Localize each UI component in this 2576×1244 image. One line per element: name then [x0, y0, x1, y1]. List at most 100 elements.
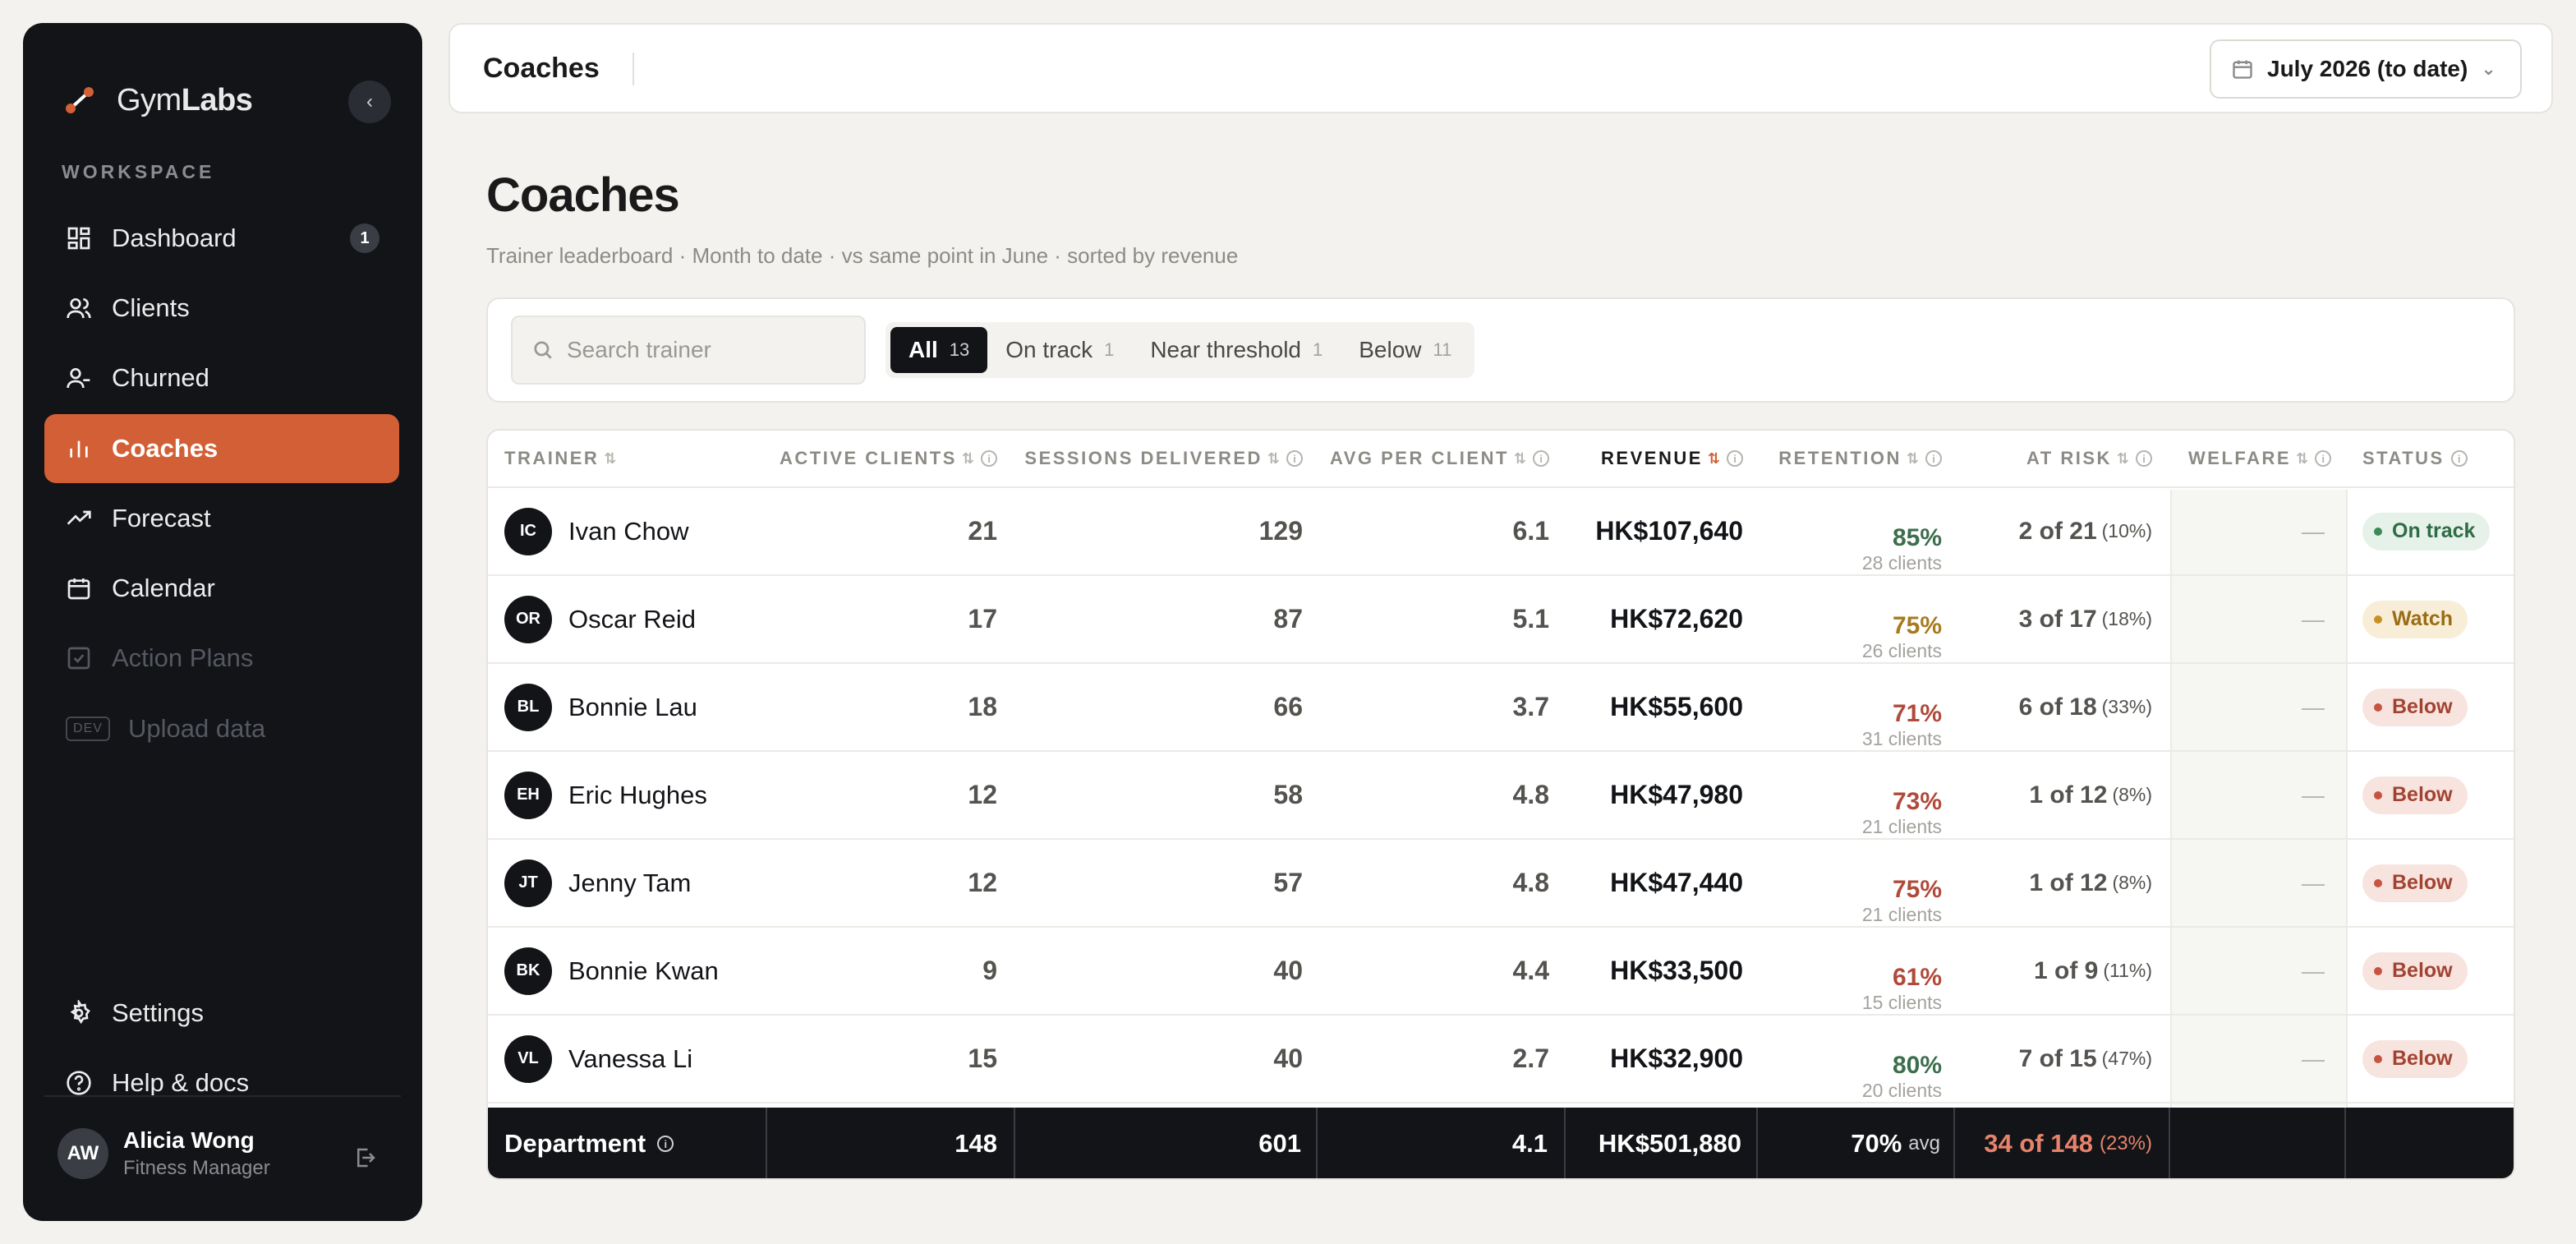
sidebar-item-forecast[interactable]: Forecast	[44, 484, 399, 553]
revenue: HK$107,640	[1595, 516, 1743, 546]
welfare: —	[2302, 869, 2325, 896]
active-clients: 12	[968, 868, 997, 897]
col-retention[interactable]: RETENTION ⇅ i	[1753, 431, 1942, 486]
sidebar-item-churned[interactable]: Churned	[44, 343, 399, 412]
revenue: HK$72,620	[1610, 604, 1743, 634]
sidebar-item-calendar[interactable]: Calendar	[44, 554, 399, 623]
avg-per-client: 2.7	[1512, 1044, 1549, 1073]
table-row[interactable]: VL Vanessa Li 15 40 2.7 HK$32,900 80% 20 c…	[488, 1016, 2514, 1103]
total-at-risk: 34 of 148 (23%)	[1955, 1108, 2170, 1178]
total-status	[2346, 1108, 2514, 1178]
filter-all[interactable]: All 13	[890, 327, 988, 373]
brand-name: GymLabs	[117, 82, 253, 117]
brand[interactable]: GymLabs	[61, 81, 253, 120]
sidebar-item-upload-data: DEV Upload data	[44, 694, 399, 763]
filter-below[interactable]: Below 11	[1359, 337, 1452, 362]
department-label: Department i	[488, 1108, 767, 1178]
trainer-name[interactable]: Bonnie Lau	[568, 692, 697, 721]
topbar: Coaches July 2026 (to date) ⌄	[448, 23, 2553, 113]
retention: 80% 20 clients	[1861, 1052, 1942, 1102]
at-risk: 1 of 9 (11%)	[2033, 956, 2152, 984]
avatar: AW	[58, 1128, 108, 1179]
avatar: BL	[504, 683, 552, 731]
col-revenue[interactable]: REVENUE ⇅ i	[1556, 431, 1743, 486]
trainer-name[interactable]: Vanessa Li	[568, 1044, 693, 1073]
trainer-name[interactable]: Jenny Tam	[568, 868, 692, 897]
filter-on-track[interactable]: On track 1	[1005, 337, 1115, 362]
table-row[interactable]: IC Ivan Chow 21 129 6.1 HK$107,640 85% 28 …	[488, 488, 2514, 576]
column-divider	[2170, 490, 2172, 1108]
at-risk: 1 of 12 (8%)	[2029, 781, 2152, 809]
at-risk: 3 of 17 (18%)	[2018, 605, 2152, 633]
avatar: OR	[504, 595, 552, 643]
info-icon[interactable]: i	[1925, 450, 1942, 467]
info-icon[interactable]: i	[1727, 450, 1743, 467]
trainer-name[interactable]: Eric Hughes	[568, 780, 707, 809]
active-clients: 12	[968, 780, 997, 809]
trainer-name[interactable]: Oscar Reid	[568, 604, 697, 634]
table-row[interactable]: JT Jenny Tam 12 57 4.8 HK$47,440 75% 21 cl…	[488, 840, 2514, 928]
col-trainer[interactable]: TRAINER ⇅	[504, 448, 617, 468]
avg-per-client: 5.1	[1512, 604, 1549, 634]
chevron-left-icon: ‹	[366, 90, 373, 113]
avg-per-client: 6.1	[1512, 516, 1549, 546]
table-row[interactable]: EH Eric Hughes 12 58 4.8 HK$47,980 73% 21 …	[488, 752, 2514, 840]
info-icon[interactable]: i	[2315, 450, 2332, 467]
col-avg-per-client[interactable]: AVG PER CLIENT ⇅ i	[1309, 431, 1549, 486]
active-clients: 18	[968, 692, 997, 721]
col-status[interactable]: STATUS i	[2362, 431, 2510, 486]
sidebar-item-help[interactable]: Help & docs	[44, 1048, 399, 1117]
sidebar-item-label: Coaches	[112, 434, 218, 463]
info-icon[interactable]: i	[1533, 450, 1549, 467]
sidebar-item-clients[interactable]: Clients	[44, 274, 399, 343]
col-at-risk[interactable]: AT RISK ⇅ i	[1958, 431, 2152, 486]
info-icon[interactable]: i	[2450, 450, 2468, 467]
sessions-delivered: 66	[1273, 692, 1303, 721]
trainer-name[interactable]: Bonnie Kwan	[568, 956, 719, 985]
collapse-sidebar-button[interactable]: ‹	[348, 81, 391, 123]
status-cell: Below	[2362, 1016, 2510, 1102]
avg-per-client: 3.7	[1512, 692, 1549, 721]
retention: 85% 28 clients	[1861, 524, 1942, 574]
info-icon[interactable]: i	[657, 1136, 674, 1152]
revenue: HK$33,500	[1610, 956, 1743, 985]
info-icon[interactable]: i	[2136, 450, 2152, 467]
trainer-cell: IC Ivan Chow	[504, 488, 767, 574]
sidebar-item-label: Settings	[112, 998, 205, 1027]
welfare: —	[2302, 518, 2325, 544]
active-clients: 9	[982, 956, 997, 985]
trainer-name[interactable]: Ivan Chow	[568, 516, 689, 546]
user-role: Fitness Manager	[123, 1157, 270, 1179]
col-sessions-delivered[interactable]: SESSIONS DELIVERED ⇅ i	[997, 431, 1303, 486]
page-subtitle: Trainer leaderboard · Month to date · vs…	[486, 243, 1239, 268]
table-row[interactable]: OR Oscar Reid 17 87 5.1 HK$72,620 75% 26 c…	[488, 576, 2514, 664]
sidebar-item-dashboard[interactable]: Dashboard 1	[44, 204, 399, 273]
welfare: —	[2302, 957, 2325, 984]
search-icon	[534, 341, 552, 359]
sidebar-item-coaches[interactable]: Coaches	[44, 414, 399, 483]
active-clients: 17	[968, 604, 997, 634]
status-badge: Below	[2362, 1039, 2468, 1078]
date-range-picker[interactable]: July 2026 (to date) ⌄	[2210, 39, 2522, 99]
info-icon[interactable]: i	[1286, 450, 1303, 467]
search-box[interactable]	[511, 316, 866, 385]
users-icon	[67, 298, 91, 319]
dumbbell-logo-icon	[66, 87, 94, 113]
table-row[interactable]: BK Bonnie Kwan 9 40 4.4 HK$33,500 61% 15 c…	[488, 928, 2514, 1016]
logout-icon[interactable]	[353, 1145, 378, 1170]
col-welfare[interactable]: WELFARE ⇅ i	[2188, 431, 2353, 486]
sidebar-divider	[44, 1095, 401, 1097]
status-badge: Below	[2362, 688, 2468, 726]
sort-icon: ⇅	[2296, 449, 2309, 467]
sidebar-item-label: Calendar	[112, 574, 215, 602]
sidebar-item-label: Upload data	[128, 714, 266, 743]
sidebar-item-settings[interactable]: Settings	[44, 979, 399, 1048]
sessions-delivered: 129	[1258, 516, 1303, 546]
table-row[interactable]: BL Bonnie Lau 18 66 3.7 HK$55,600 71% 31 c…	[488, 664, 2514, 752]
info-icon[interactable]: i	[981, 450, 997, 467]
search-input[interactable]	[567, 337, 846, 363]
col-active-clients[interactable]: ACTIVE CLIENTS ⇅ i	[751, 431, 997, 486]
filter-near-threshold[interactable]: Near threshold 1	[1150, 337, 1323, 362]
user-profile[interactable]: AW Alicia Wong Fitness Manager	[58, 1127, 270, 1180]
